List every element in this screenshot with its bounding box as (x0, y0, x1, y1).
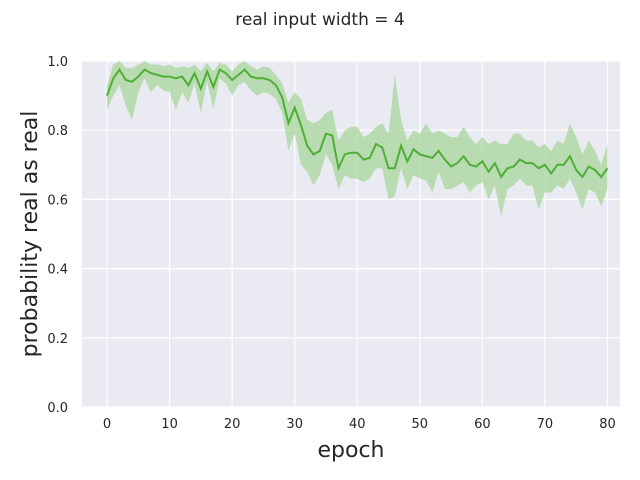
x-tick-label: 70 (537, 417, 554, 432)
y-tick-labels: 0.0 0.2 0.4 0.6 0.8 1.0 (47, 55, 68, 416)
y-tick-label: 0.2 (47, 332, 68, 347)
y-tick-label: 0.0 (47, 401, 68, 416)
mean-line (106, 67, 609, 179)
x-tick-label: 40 (349, 417, 366, 432)
x-tick-label: 10 (161, 417, 178, 432)
x-tick-label: 30 (286, 417, 303, 432)
x-tick-label: 50 (412, 417, 429, 432)
y-tick-label: 0.6 (47, 193, 68, 208)
y-tick-label: 1.0 (47, 55, 68, 70)
y-tick-label: 0.8 (47, 124, 68, 139)
x-tick-label: 80 (599, 417, 616, 432)
chart-title: real input width = 4 (235, 10, 404, 30)
y-tick-label: 0.4 (47, 263, 68, 278)
y-axis-label: probability real as real (18, 111, 43, 358)
x-tick-label: 60 (474, 417, 491, 432)
plot-background (82, 61, 620, 407)
x-tick-labels: 0 10 20 30 40 50 60 70 80 (103, 417, 616, 432)
x-tick-label: 20 (224, 417, 241, 432)
x-axis-label: epoch (318, 438, 385, 463)
x-tick-label: 0 (103, 417, 111, 432)
confidence-band (107, 61, 608, 217)
